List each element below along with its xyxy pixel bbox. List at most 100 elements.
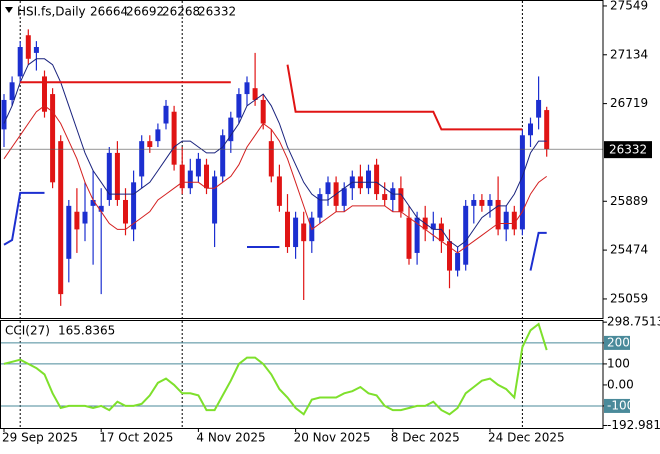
x-tick-label: 17 Oct 2025 bbox=[99, 431, 173, 445]
candle-body bbox=[544, 110, 550, 150]
candle-body bbox=[82, 211, 88, 224]
candle-body bbox=[171, 111, 177, 165]
candle-body bbox=[430, 223, 436, 230]
candle-body bbox=[414, 217, 420, 253]
candle-body bbox=[139, 141, 145, 177]
cci-tick-label: 100 bbox=[607, 356, 630, 370]
price-label-bg bbox=[604, 141, 652, 159]
candle-body bbox=[252, 88, 258, 100]
candle-body bbox=[42, 76, 47, 112]
candle-body bbox=[236, 94, 242, 118]
candle-body bbox=[471, 199, 477, 206]
candle-body bbox=[147, 141, 153, 148]
candle-body bbox=[374, 164, 380, 195]
cci-tick-label: 0.00 bbox=[607, 377, 634, 391]
candle-body bbox=[317, 194, 323, 218]
candle-body bbox=[406, 217, 412, 259]
cci-value: 165.8365 bbox=[58, 324, 115, 338]
main-frame bbox=[0, 0, 604, 319]
candle-body bbox=[155, 129, 161, 142]
candle-body bbox=[50, 94, 56, 183]
candle-body bbox=[301, 223, 307, 242]
candle-body bbox=[528, 123, 533, 136]
cci-tick-label: 298.7513 bbox=[607, 315, 660, 329]
candle-body bbox=[438, 223, 444, 242]
ohlc-value: 26692 bbox=[126, 5, 164, 19]
candle-body bbox=[325, 182, 331, 195]
menu-icon bbox=[5, 7, 13, 13]
x-tick-label: 24 Dec 2025 bbox=[488, 431, 565, 445]
candle-body bbox=[25, 35, 31, 59]
candle-body bbox=[204, 164, 209, 189]
y-tick-label: 25889 bbox=[610, 194, 648, 208]
ohlc-value: 26664 bbox=[90, 5, 128, 19]
candle-body bbox=[447, 241, 452, 271]
cci-name: CCI(27) bbox=[5, 324, 50, 338]
candle-body bbox=[195, 158, 201, 177]
candle-body bbox=[228, 117, 234, 142]
candle-body bbox=[179, 164, 185, 189]
x-tick-label: 20 Nov 2025 bbox=[294, 431, 371, 445]
candle-body bbox=[74, 211, 80, 230]
cci-frame bbox=[0, 320, 604, 429]
candle-body bbox=[479, 199, 485, 206]
candle-body bbox=[260, 99, 266, 124]
candle-body bbox=[536, 99, 542, 118]
indicator-line bbox=[20, 64, 523, 131]
candle-body bbox=[276, 176, 282, 206]
candle-body bbox=[382, 194, 388, 200]
candle-body bbox=[268, 141, 274, 177]
candle-body bbox=[58, 141, 64, 295]
y-tick-label: 25474 bbox=[610, 243, 648, 257]
candle-body bbox=[293, 217, 299, 248]
x-tick-label: 4 Nov 2025 bbox=[196, 431, 265, 445]
cci-tick-label: 200 bbox=[607, 335, 630, 349]
candle-body bbox=[212, 176, 218, 224]
x-tick-label: 29 Sep 2025 bbox=[2, 431, 78, 445]
candle-body bbox=[9, 82, 15, 100]
cci-tick-bg bbox=[604, 335, 630, 350]
candle-body bbox=[398, 188, 404, 212]
chart-title: HSI.fs,Daily bbox=[17, 5, 86, 19]
candle-body bbox=[244, 82, 250, 95]
candle-body bbox=[503, 211, 509, 230]
cci-tick-label: -192.9817 bbox=[607, 418, 660, 432]
candle-body bbox=[66, 205, 72, 259]
candle-body bbox=[106, 152, 112, 200]
candle-body bbox=[511, 211, 517, 230]
indicator-line bbox=[3, 58, 547, 248]
candle-body bbox=[33, 47, 39, 53]
candle-body bbox=[90, 199, 96, 206]
indicator-line bbox=[3, 191, 547, 271]
candle-body bbox=[1, 99, 7, 130]
candle-body bbox=[285, 211, 290, 248]
candle-body bbox=[187, 170, 193, 189]
candle-body bbox=[163, 105, 169, 124]
candle-body bbox=[114, 152, 120, 200]
cci-line bbox=[3, 322, 548, 416]
ohlc-value: 26268 bbox=[162, 5, 200, 19]
cci-tick-label: -100 bbox=[607, 398, 634, 412]
candle-body bbox=[123, 199, 128, 224]
y-tick-label: 25059 bbox=[610, 291, 648, 305]
y-tick-label: 27549 bbox=[610, 0, 648, 12]
candle-body bbox=[131, 182, 137, 230]
price-label: 26332 bbox=[609, 143, 647, 157]
candle-body bbox=[341, 188, 347, 206]
ohlc-value: 26332 bbox=[198, 5, 236, 19]
candle-body bbox=[220, 135, 226, 177]
y-tick-label: 27134 bbox=[610, 47, 648, 61]
candle-body bbox=[463, 205, 469, 265]
candle-body bbox=[455, 252, 461, 271]
candle-body bbox=[366, 170, 371, 189]
x-tick-label: 8 Dec 2025 bbox=[391, 431, 460, 445]
candle-body bbox=[487, 199, 493, 206]
candle-body bbox=[519, 135, 525, 230]
candle-body bbox=[17, 47, 23, 77]
candle-body bbox=[495, 199, 501, 230]
candle-body bbox=[98, 205, 104, 212]
cci-tick-bg bbox=[604, 398, 630, 413]
y-tick-label: 26719 bbox=[610, 96, 648, 110]
